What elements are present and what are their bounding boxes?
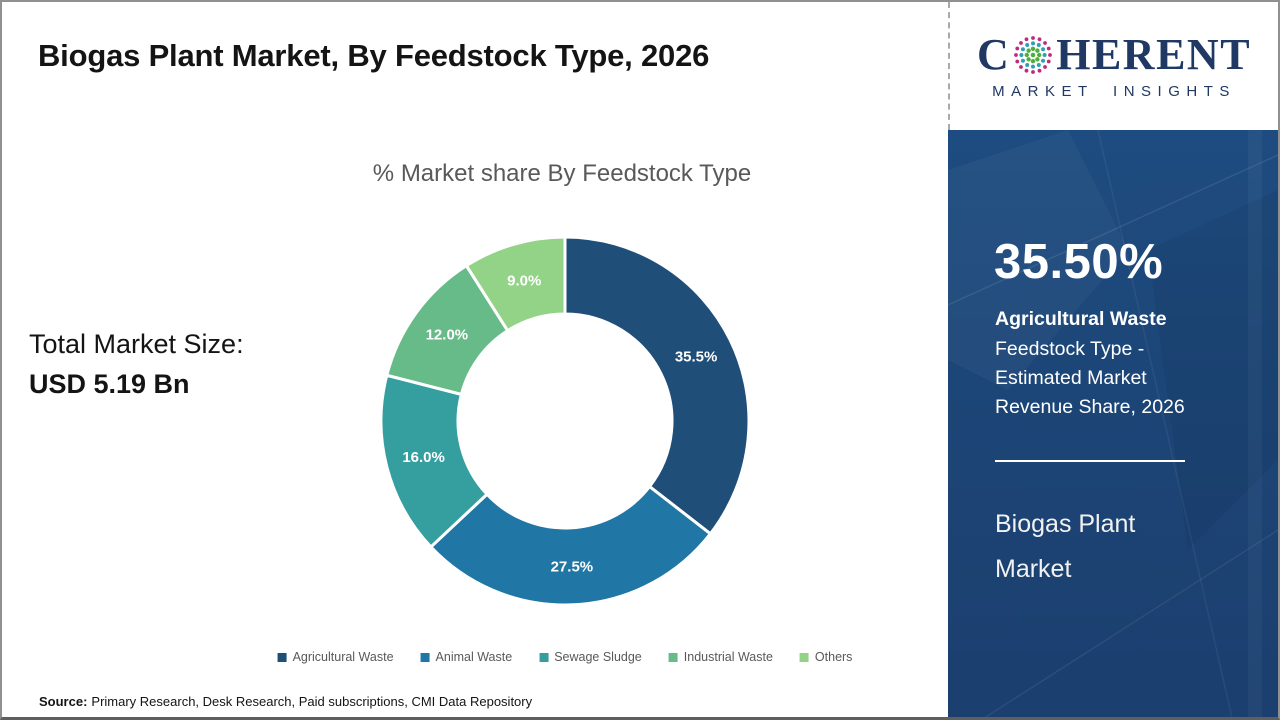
legend-label: Agricultural Waste	[292, 650, 394, 664]
coherent-logo: C HERENT MARKET INSIGHTS	[948, 2, 1278, 130]
globe-dot	[1014, 52, 1019, 57]
source-line: Source: Primary Research, Desk Research, …	[39, 694, 532, 709]
highlight-value: 35.50%	[994, 235, 1164, 289]
globe-dot	[1031, 69, 1036, 74]
globe-dot	[1047, 59, 1051, 63]
globe-dot	[1037, 62, 1042, 67]
legend-label: Others	[814, 650, 853, 664]
globe-dot	[1024, 68, 1029, 73]
legend-item: Animal Waste	[420, 650, 513, 664]
slice-label: 16.0%	[402, 449, 445, 466]
slice-label: 35.5%	[675, 348, 718, 365]
globe-dot	[1042, 52, 1047, 57]
chart-legend: Agricultural Waste Animal Waste Sewage Slu…	[277, 650, 853, 664]
globe-dot	[1041, 58, 1046, 63]
coherent-globe-icon	[1014, 35, 1053, 74]
legend-swatch-icon	[420, 652, 430, 662]
globe-dot	[1031, 64, 1036, 69]
globe-dot	[1030, 52, 1036, 57]
globe-dot	[1025, 62, 1030, 67]
legend-swatch-icon	[799, 652, 809, 662]
donut-slice-animal-waste	[429, 485, 712, 607]
legend-label: Animal Waste	[435, 650, 513, 664]
legend-item: Agricultural Waste	[277, 650, 394, 664]
source-label: Source:	[39, 694, 88, 709]
total-market-value: USD 5.19 Bn	[29, 369, 190, 399]
globe-dot	[1043, 40, 1048, 45]
globe-dot	[1024, 52, 1030, 57]
slice-label: 27.5%	[551, 558, 594, 575]
legend-swatch-icon	[277, 652, 287, 662]
legend-swatch-icon	[668, 652, 678, 662]
globe-dot	[1037, 42, 1042, 47]
donut-slice-agricultural-waste	[563, 235, 751, 536]
legend-item: Sewage Sludge	[539, 650, 642, 664]
logo-tagline: MARKET INSIGHTS	[992, 82, 1236, 100]
slice-label: 12.0%	[426, 327, 469, 344]
total-market-size: Total Market Size: USD 5.19 Bn	[29, 324, 244, 404]
source-text: Primary Research, Desk Research, Paid su…	[91, 694, 533, 709]
globe-dot	[1037, 68, 1042, 73]
globe-dot	[1037, 52, 1042, 57]
sidebar-divider	[995, 460, 1185, 462]
globe-dot	[1037, 36, 1042, 41]
legend-item: Others	[799, 650, 853, 664]
logo-letter-c: C	[976, 29, 1011, 79]
globe-dot	[1035, 56, 1040, 62]
globe-dot	[1015, 59, 1020, 63]
donut-chart: 35.5% 27.5% 16.0% 12.0% 9.0%	[365, 221, 765, 621]
globe-dot	[1015, 46, 1020, 50]
page-title: Biogas Plant Market, By Feedstock Type, …	[38, 38, 710, 73]
globe-dot	[1035, 47, 1040, 53]
globe-dot	[1031, 58, 1036, 63]
globe-dot	[1019, 40, 1024, 45]
globe-dot	[1047, 46, 1051, 50]
sidebar-report-title: Biogas Plant Market	[995, 510, 1136, 583]
legend-label: Sewage Sludge	[554, 650, 642, 664]
legend-item: Industrial Waste	[668, 650, 773, 664]
globe-dot	[1031, 35, 1036, 40]
globe-dot	[1043, 64, 1048, 69]
logo-word-rest: HERENT	[1056, 29, 1252, 79]
globe-dot	[1025, 42, 1030, 47]
highlight-description: Feedstock Type - Estimated Market Revenu…	[995, 338, 1185, 418]
globe-dot	[1019, 64, 1024, 69]
globe-dot	[1024, 36, 1029, 41]
globe-dot	[1021, 58, 1026, 63]
donut-slice-others	[464, 235, 567, 333]
globe-dot	[1026, 47, 1032, 53]
world-map-pattern	[948, 130, 1278, 717]
total-market-label: Total Market Size:	[29, 329, 244, 359]
globe-dot	[1019, 52, 1024, 57]
globe-dot	[1026, 56, 1032, 62]
globe-dot	[1021, 46, 1026, 51]
legend-swatch-icon	[539, 652, 549, 662]
sidebar: 35.50% Agricultural Waste Feedstock Type…	[948, 130, 1278, 717]
donut-chart-svg: 35.5% 27.5% 16.0% 12.0% 9.0%	[379, 235, 751, 607]
globe-dot	[1041, 46, 1046, 51]
globe-dot	[1031, 40, 1036, 45]
slice-label: 9.0%	[507, 272, 541, 289]
legend-label: Industrial Waste	[683, 650, 773, 664]
globe-dot	[1048, 52, 1053, 57]
logo-wordmark: C HERENT	[976, 29, 1252, 79]
highlight-segment-name: Agricultural Waste	[995, 308, 1167, 330]
globe-dot	[1031, 46, 1036, 51]
chart-title: % Market share By Feedstock Type	[372, 160, 752, 187]
